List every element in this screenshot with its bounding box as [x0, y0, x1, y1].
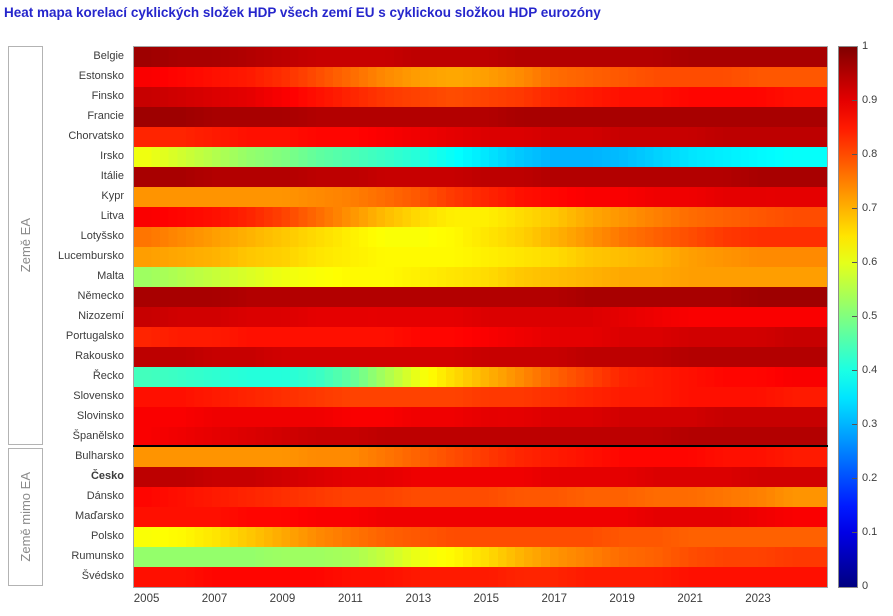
heatmap-row-malta	[134, 267, 827, 287]
colorbar-tick-mark-0.4	[852, 370, 857, 371]
colorbar-label-0.3: 0.3	[862, 418, 878, 430]
group-box-zeme-mimo-ea: Země mimo EA	[8, 448, 43, 586]
heatmap-row-portugalsko	[134, 327, 827, 347]
heatmap-row-rumunsko	[134, 547, 827, 567]
y-label-madarsko: Maďarsko	[75, 510, 124, 522]
colorbar-tick-mark-0.8	[852, 154, 857, 155]
colorbar-label-1: 1	[862, 40, 869, 52]
colorbar-label-0.2: 0.2	[862, 472, 878, 484]
colorbar-label-0.4: 0.4	[862, 364, 878, 376]
y-axis-labels: Belgie Estonsko Finsko Francie Chorvatsko Irs…	[0, 0, 129, 616]
y-label-francie: Francie	[87, 110, 124, 122]
colorbar-tick-mark-0.1	[852, 532, 857, 533]
y-label-svedsko: Švédsko	[81, 570, 124, 582]
y-label-portugalsko: Portugalsko	[65, 330, 124, 342]
colorbar-label-0: 0	[862, 580, 869, 592]
colorbar-tick-mark-0.7	[852, 208, 857, 209]
colorbar-tick-mark-0.5	[852, 316, 857, 317]
group-box-zeme-ea: Země EA	[8, 46, 43, 445]
x-tick-2005: 2005	[133, 593, 160, 605]
colorbar-tick-mark-0.6	[852, 262, 857, 263]
colorbar-tick-mark-0.9	[852, 100, 857, 101]
y-label-recko: Řecko	[92, 370, 124, 382]
heatmap-row-nemecko	[134, 287, 827, 307]
y-label-slovensko: Slovensko	[73, 390, 124, 402]
y-label-finsko: Finsko	[91, 90, 124, 102]
colorbar	[838, 46, 858, 588]
colorbar-label-0.5: 0.5	[862, 310, 878, 322]
x-tick-2021: 2021	[677, 593, 703, 605]
heatmap-row-estonsko	[134, 67, 827, 87]
colorbar-tick-mark-0.3	[852, 424, 857, 425]
heatmap-plot	[133, 46, 828, 588]
heatmap-row-dansko	[134, 487, 827, 507]
heatmap-row-svedsko	[134, 567, 827, 587]
x-tick-2023: 2023	[745, 593, 771, 605]
y-label-rumunsko: Rumunsko	[71, 550, 124, 562]
colorbar-label-0.6: 0.6	[862, 256, 878, 268]
y-label-nizozemi: Nizozemí	[78, 310, 124, 322]
chart-title: Heat mapa korelací cyklických složek HDP…	[4, 5, 601, 20]
heatmap-row-lotyssko	[134, 227, 827, 247]
heatmap-row-kypr	[134, 187, 827, 207]
y-label-litva: Litva	[100, 210, 124, 222]
x-tick-2019: 2019	[609, 593, 635, 605]
heatmap-row-cesko	[134, 467, 827, 487]
heatmap-row-slovinsko	[134, 407, 827, 427]
heatmap-row-belgie	[134, 47, 827, 67]
x-tick-2007: 2007	[201, 593, 228, 605]
heatmap-row-lucembursko	[134, 247, 827, 267]
x-tick-2011: 2011	[338, 593, 363, 605]
heatmap-row-slovensko	[134, 387, 827, 407]
heatmap-row-polsko	[134, 527, 827, 547]
colorbar-label-0.8: 0.8	[862, 148, 878, 160]
y-label-chorvatsko: Chorvatsko	[68, 130, 124, 142]
heatmap-row-irsko	[134, 147, 827, 167]
heatmap-row-bulharsko	[134, 447, 827, 467]
x-tick-2017: 2017	[541, 593, 568, 605]
heatmap-row-finsko	[134, 87, 827, 107]
colorbar-label-0.7: 0.7	[862, 202, 878, 214]
colorbar-label-0.1: 0.1	[862, 526, 878, 538]
y-label-lucembursko: Lucembursko	[57, 250, 124, 262]
y-label-dansko: Dánsko	[86, 490, 124, 502]
y-label-nemecko: Německo	[77, 290, 124, 302]
heatmap-row-nizozemi	[134, 307, 827, 327]
colorbar-tick-mark-0.2	[852, 478, 857, 479]
y-label-malta: Malta	[97, 270, 124, 282]
x-tick-2015: 2015	[473, 593, 500, 605]
y-label-kypr: Kypr	[101, 190, 124, 202]
x-tick-2013: 2013	[405, 593, 432, 605]
heatmap-row-spanelsko	[134, 427, 827, 447]
y-label-slovinsko: Slovinsko	[76, 410, 124, 422]
heatmap-row-italie	[134, 167, 827, 187]
heatmap-row-rakousko	[134, 347, 827, 367]
y-label-lotyssko: Lotyšsko	[80, 230, 124, 242]
heatmap-row-madarsko	[134, 507, 827, 527]
x-tick-2009: 2009	[269, 593, 296, 605]
y-label-rakousko: Rakousko	[75, 350, 124, 362]
heatmap-row-recko	[134, 367, 827, 387]
y-label-polsko: Polsko	[90, 530, 124, 542]
heatmap-row-francie	[134, 107, 827, 127]
y-label-irsko: Irsko	[100, 150, 124, 162]
y-label-bulharsko: Bulharsko	[75, 450, 124, 462]
y-label-spanelsko: Španělsko	[72, 430, 124, 442]
heatmap-row-litva	[134, 207, 827, 227]
y-label-cesko: Česko	[90, 470, 124, 482]
y-label-belgie: Belgie	[93, 50, 124, 62]
colorbar-label-0.9: 0.9	[862, 94, 878, 106]
y-label-estonsko: Estonsko	[78, 70, 124, 82]
heatmap-row-chorvatsko	[134, 127, 827, 147]
ea-non-ea-separator-line	[133, 445, 828, 447]
y-label-italie: Itálie	[100, 170, 124, 182]
